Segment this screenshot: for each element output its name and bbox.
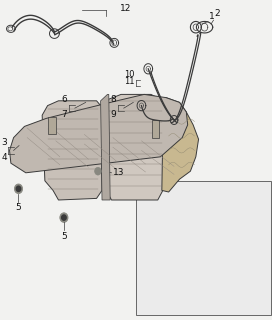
Text: 10: 10 — [124, 70, 135, 79]
Polygon shape — [101, 94, 110, 200]
Bar — [48, 117, 56, 134]
Text: 12: 12 — [120, 4, 131, 13]
Polygon shape — [162, 98, 199, 192]
Text: 9: 9 — [110, 110, 116, 119]
Polygon shape — [42, 101, 102, 200]
Text: 1: 1 — [209, 12, 215, 21]
Circle shape — [95, 167, 101, 175]
Text: 8: 8 — [110, 95, 116, 104]
Bar — [136, 181, 271, 315]
Text: 5: 5 — [61, 232, 67, 241]
Text: 13: 13 — [113, 168, 124, 177]
Text: 11: 11 — [124, 77, 135, 86]
Circle shape — [60, 213, 68, 222]
Circle shape — [14, 184, 23, 194]
Polygon shape — [105, 94, 165, 200]
Text: 2: 2 — [214, 9, 220, 18]
Text: 5: 5 — [16, 203, 21, 212]
Circle shape — [62, 215, 66, 220]
Text: 6: 6 — [61, 95, 67, 104]
Text: 4: 4 — [1, 153, 7, 162]
Text: 7: 7 — [61, 110, 67, 119]
Bar — [152, 120, 159, 138]
Polygon shape — [10, 94, 188, 173]
Circle shape — [16, 186, 21, 191]
Text: 3: 3 — [1, 138, 7, 147]
